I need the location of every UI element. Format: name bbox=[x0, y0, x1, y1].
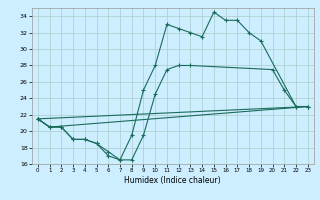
X-axis label: Humidex (Indice chaleur): Humidex (Indice chaleur) bbox=[124, 176, 221, 185]
